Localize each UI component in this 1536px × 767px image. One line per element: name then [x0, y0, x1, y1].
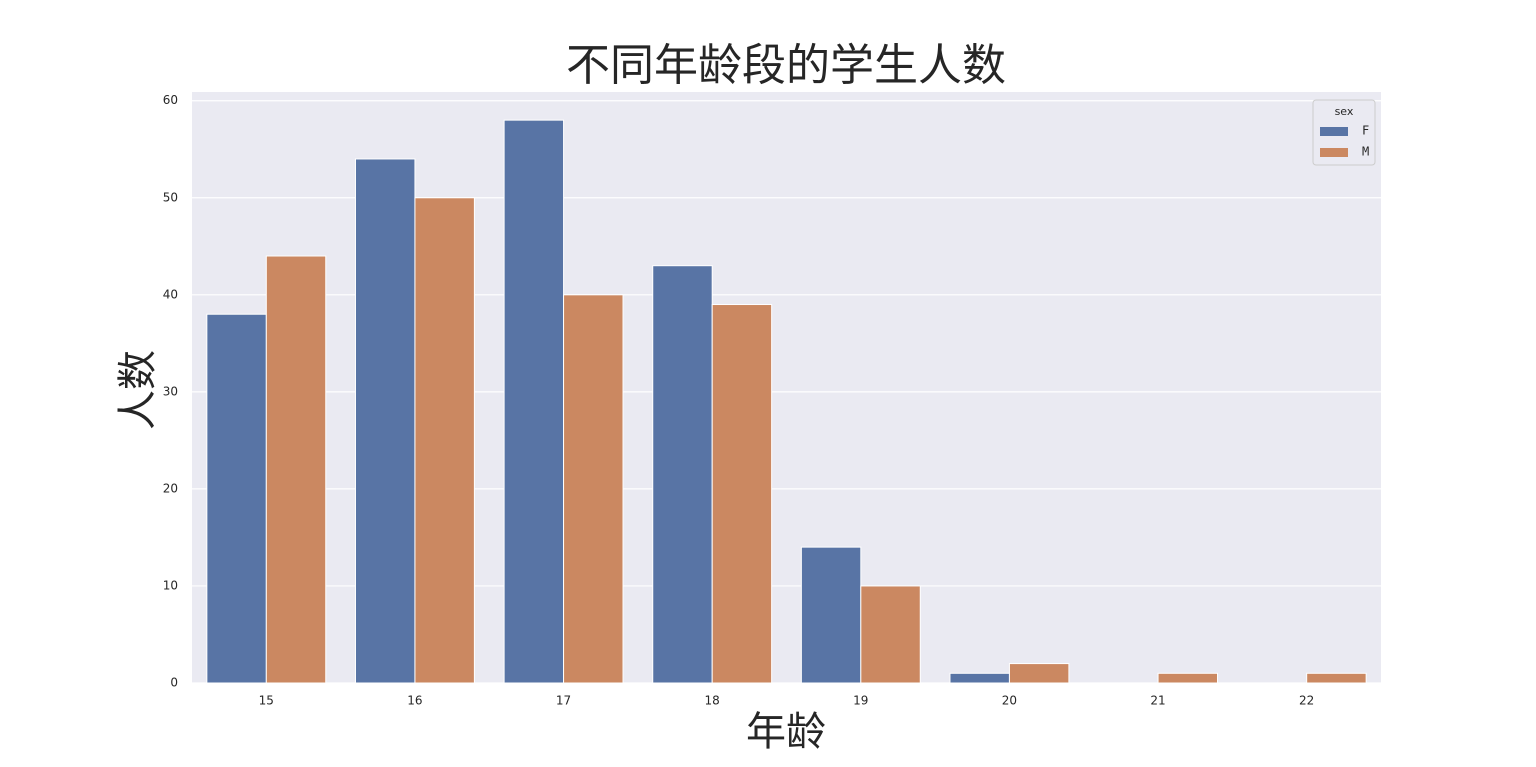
- bar: [206, 313, 267, 684]
- x-axis-label: 年龄: [746, 709, 826, 755]
- bar: [711, 304, 773, 684]
- x-tick-label: 15: [259, 694, 274, 708]
- x-tick-label: 19: [853, 694, 868, 708]
- y-tick-label: 50: [163, 190, 178, 204]
- x-tick-label: 20: [1002, 694, 1017, 708]
- x-tick-label: 16: [407, 694, 422, 708]
- legend-title: sex: [1335, 105, 1354, 118]
- y-tick-label: 60: [163, 93, 178, 107]
- legend-swatch: [1320, 127, 1348, 136]
- bar: [1008, 663, 1070, 684]
- legend-swatch: [1320, 148, 1348, 157]
- bar: [800, 546, 862, 684]
- y-tick-label: 30: [163, 384, 178, 398]
- bar: [354, 158, 416, 684]
- y-axis-label: 人数: [115, 350, 161, 430]
- bar: [563, 294, 624, 684]
- x-tick-label: 22: [1299, 694, 1314, 708]
- bar: [265, 255, 327, 684]
- bar: [414, 197, 475, 684]
- y-tick-label: 20: [163, 481, 178, 495]
- bar: [860, 585, 921, 684]
- y-tick-label: 0: [170, 676, 178, 690]
- y-tick-label: 10: [163, 578, 178, 592]
- x-tick-label: 17: [556, 694, 571, 708]
- x-tick-label: 21: [1150, 694, 1165, 708]
- bar: [652, 265, 713, 684]
- legend-label: F: [1362, 124, 1369, 138]
- chart-title: 不同年龄段的学生人数: [566, 40, 1006, 91]
- bar: [503, 119, 565, 684]
- legend-label: M: [1362, 145, 1369, 159]
- bar: [1306, 672, 1367, 684]
- bar: [1157, 672, 1219, 684]
- bar: [949, 672, 1010, 684]
- x-tick-label: 18: [705, 694, 720, 708]
- y-tick-label: 40: [163, 287, 178, 301]
